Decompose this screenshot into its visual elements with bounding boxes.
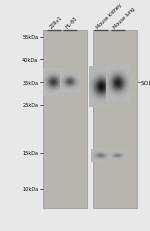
Text: SOD3: SOD3 [140,80,150,85]
Text: 40kDa: 40kDa [22,58,38,63]
Text: Mouse kidney: Mouse kidney [96,2,123,30]
Text: 55kDa: 55kDa [22,35,38,40]
Bar [43,30,87,208]
Text: HL-60: HL-60 [65,16,79,30]
Bar [93,30,137,208]
Text: 10kDa: 10kDa [22,187,38,191]
Text: Mouse lung: Mouse lung [113,6,136,30]
Text: 22Rv1: 22Rv1 [49,15,63,30]
Text: 35kDa: 35kDa [22,80,38,85]
Text: 25kDa: 25kDa [22,103,38,108]
Text: 15kDa: 15kDa [22,150,38,155]
